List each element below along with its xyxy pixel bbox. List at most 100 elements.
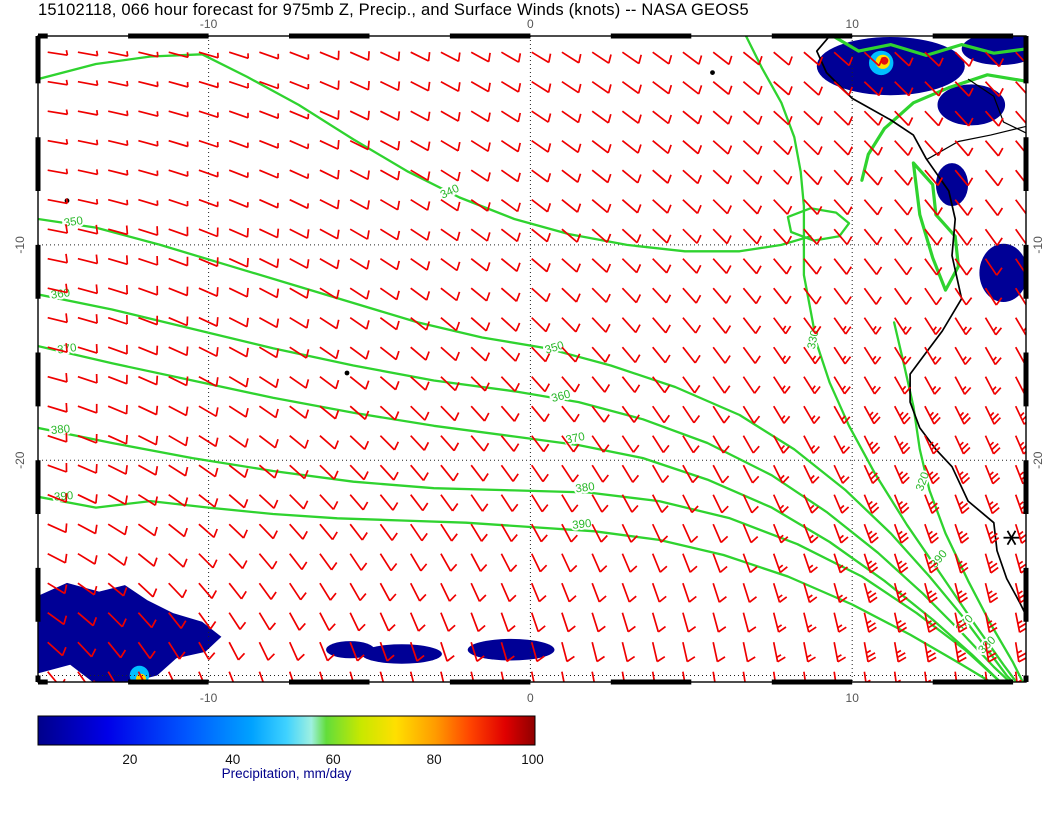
wind-barb bbox=[228, 405, 249, 418]
wind-barb bbox=[259, 80, 280, 90]
wind-barb bbox=[652, 51, 673, 65]
wind-barb bbox=[833, 523, 849, 544]
height-contour-350 bbox=[38, 217, 1015, 682]
wind-barb bbox=[228, 671, 235, 682]
wind-barb bbox=[833, 612, 847, 633]
colorbar-tick: 100 bbox=[521, 752, 544, 767]
wind-barb bbox=[228, 582, 247, 600]
wind-barb bbox=[682, 642, 696, 663]
wind-barb bbox=[591, 582, 607, 603]
lon-tick-top: 0 bbox=[527, 17, 534, 31]
wind-barb bbox=[289, 464, 309, 480]
wind-barb bbox=[591, 641, 605, 663]
wind-barb bbox=[984, 435, 1001, 455]
wind-barb bbox=[319, 494, 339, 510]
wind-barb bbox=[198, 80, 219, 89]
wind-barb bbox=[440, 494, 459, 512]
wind-barb bbox=[863, 464, 880, 485]
wind-barb bbox=[228, 198, 249, 208]
wind-barb bbox=[138, 285, 159, 296]
wind-barb bbox=[77, 139, 99, 146]
wind-barb bbox=[168, 582, 188, 599]
wind-barb bbox=[924, 405, 941, 425]
island-st-helena bbox=[344, 370, 350, 376]
wind-barb bbox=[621, 258, 642, 274]
wind-barb bbox=[742, 81, 763, 96]
coastline bbox=[815, 36, 1026, 616]
wind-barb bbox=[228, 316, 249, 328]
wind-barb bbox=[742, 346, 761, 364]
wind-barb bbox=[591, 346, 611, 363]
wind-barb bbox=[742, 228, 762, 245]
wind-barb bbox=[984, 287, 1003, 306]
wind-barb bbox=[500, 582, 517, 603]
wind-barb bbox=[77, 582, 98, 596]
wind-barb bbox=[198, 51, 219, 59]
wind-barb bbox=[712, 51, 733, 66]
wind-barb bbox=[319, 346, 340, 360]
wind-barb bbox=[682, 169, 702, 185]
wind-barb bbox=[500, 228, 521, 243]
wind-barb bbox=[410, 139, 431, 152]
wind-barb bbox=[349, 346, 370, 360]
wind-barb bbox=[954, 612, 968, 633]
wind-barb bbox=[954, 553, 969, 574]
wind-barb bbox=[380, 80, 401, 92]
wind-barb bbox=[954, 287, 973, 306]
wind-barb bbox=[803, 140, 823, 156]
wind-barb bbox=[833, 258, 853, 275]
wind-barb bbox=[591, 435, 610, 453]
wind-barb bbox=[319, 316, 340, 330]
wind-barb bbox=[258, 582, 277, 600]
wind-barb bbox=[77, 612, 98, 627]
wind-barb bbox=[349, 169, 370, 181]
wind-barb bbox=[470, 435, 490, 452]
wind-barb bbox=[773, 317, 792, 335]
wind-barb bbox=[258, 671, 265, 682]
wind-barb bbox=[833, 317, 852, 335]
wind-barb bbox=[531, 80, 552, 94]
wind-barb bbox=[772, 612, 787, 633]
contour-layer: 3403503503603603703703803803903903303203… bbox=[38, 36, 1026, 682]
wind-barb bbox=[682, 553, 698, 573]
wind-barb bbox=[289, 110, 310, 120]
wind-barb bbox=[289, 523, 308, 540]
wind-barb bbox=[289, 346, 310, 359]
wind-barb bbox=[773, 169, 793, 185]
wind-barb bbox=[379, 553, 398, 572]
wind-barb bbox=[651, 553, 668, 573]
wind-barb bbox=[651, 435, 670, 454]
wind-barb bbox=[742, 287, 762, 305]
wind-barb bbox=[773, 199, 793, 215]
wind-barb bbox=[500, 376, 520, 392]
wind-barb bbox=[591, 405, 610, 423]
wind-barb bbox=[954, 582, 968, 604]
wind-barb bbox=[410, 228, 431, 241]
wind-barb bbox=[621, 435, 640, 453]
wind-barb bbox=[108, 80, 129, 87]
wind-barb bbox=[440, 376, 460, 392]
wind-barb bbox=[137, 641, 156, 659]
wind-barb bbox=[470, 51, 491, 63]
wind-barb bbox=[531, 376, 551, 393]
wind-barb bbox=[107, 225, 129, 236]
wind-barb bbox=[319, 582, 337, 601]
wind-barb bbox=[893, 405, 911, 425]
wind-barb bbox=[894, 169, 913, 186]
wind-barb bbox=[168, 346, 189, 357]
lon-tick-top: 10 bbox=[846, 17, 860, 31]
wind-barb bbox=[198, 227, 219, 238]
wind-barb bbox=[259, 287, 280, 299]
wind-barb bbox=[319, 169, 340, 180]
wind-barb bbox=[259, 198, 279, 209]
wind-barb bbox=[742, 612, 757, 633]
wind-barb bbox=[561, 258, 581, 273]
wind-barb bbox=[379, 169, 401, 181]
wind-barb bbox=[1014, 376, 1026, 396]
wind-barb bbox=[531, 405, 550, 423]
wind-barb bbox=[47, 313, 68, 324]
wind-barb bbox=[168, 494, 189, 507]
wind-barb bbox=[651, 642, 666, 663]
wind-barb bbox=[470, 523, 488, 542]
wind-barb bbox=[803, 258, 822, 275]
